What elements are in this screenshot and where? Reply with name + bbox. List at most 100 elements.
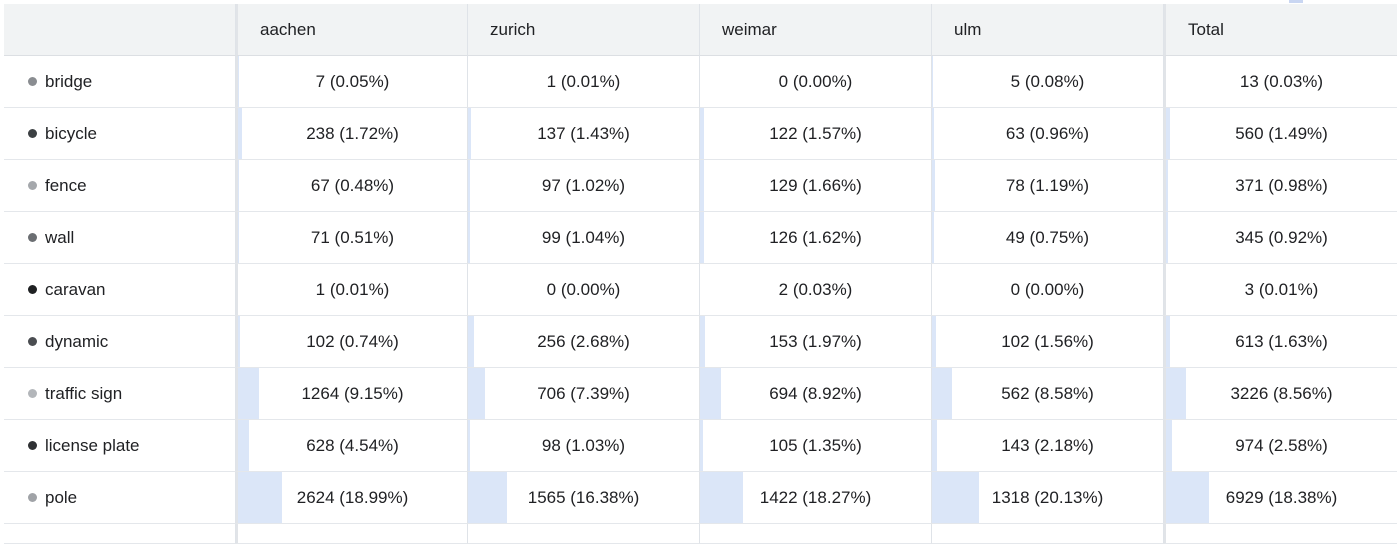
cell-value: 1264 (9.15%) <box>238 384 467 404</box>
value-cell-ulm: 1318 (20.13%) <box>932 472 1164 524</box>
cell-value: 0 (0.00%) <box>468 280 699 300</box>
cell-value: 102 (1.56%) <box>932 332 1163 352</box>
cell-value: 560 (1.49%) <box>1166 124 1397 144</box>
value-cell-ulm: 102 (1.56%) <box>932 316 1164 368</box>
class-color-dot-icon <box>28 233 37 242</box>
value-cell-total: 3226 (8.56%) <box>1164 368 1397 420</box>
value-cell-total: 345 (0.92%) <box>1164 212 1397 264</box>
value-cell-total: 560 (1.49%) <box>1164 108 1397 160</box>
scroll-indicator <box>1289 0 1303 3</box>
value-cell-aachen: 7 (0.05%) <box>236 56 468 108</box>
row-label: wall <box>45 228 74 248</box>
row-label: bicycle <box>45 124 97 144</box>
value-cell-ulm: 78 (1.19%) <box>932 160 1164 212</box>
cell-value: 99 (1.04%) <box>468 228 699 248</box>
cell-value: 143 (2.18%) <box>932 436 1163 456</box>
column-header-zurich[interactable]: zurich <box>468 4 700 56</box>
cell-value: 49 (0.75%) <box>932 228 1163 248</box>
cell-value: 1 (0.01%) <box>238 280 467 300</box>
cell-value: 67 (0.48%) <box>238 176 467 196</box>
table-row[interactable]: fence 67 (0.48%)97 (1.02%)129 (1.66%)78 (… <box>4 160 1397 212</box>
row-label-cell: bridge <box>4 56 236 108</box>
class-color-dot-icon <box>28 181 37 190</box>
cell-value: 3 (0.01%) <box>1166 280 1397 300</box>
value-cell-total: 613 (1.63%) <box>1164 316 1397 368</box>
row-label: dynamic <box>45 332 108 352</box>
value-cell-zurich: 98 (1.03%) <box>468 420 700 472</box>
column-header-ulm[interactable]: ulm <box>932 4 1164 56</box>
row-label: pole <box>45 488 77 508</box>
cell-value: 0 (0.00%) <box>932 280 1163 300</box>
class-color-dot-icon <box>28 337 37 346</box>
cell-value: 0 (0.00%) <box>700 72 931 92</box>
value-cell-aachen: 71 (0.51%) <box>236 212 468 264</box>
column-header-label: Total <box>1166 20 1224 40</box>
cell-value: 71 (0.51%) <box>238 228 467 248</box>
value-cell-ulm: 49 (0.75%) <box>932 212 1164 264</box>
value-cell-zurich: 706 (7.39%) <box>468 368 700 420</box>
value-cell-weimar: 129 (1.66%) <box>700 160 932 212</box>
value-cell-aachen: 628 (4.54%) <box>236 420 468 472</box>
value-cell-ulm: 63 (0.96%) <box>932 108 1164 160</box>
cell-value: 371 (0.98%) <box>1166 176 1397 196</box>
row-label: license plate <box>45 436 140 456</box>
cell-value: 694 (8.92%) <box>700 384 931 404</box>
class-color-dot-icon <box>28 129 37 138</box>
class-color-dot-icon <box>28 285 37 294</box>
header-corner-cell <box>4 4 236 56</box>
row-label: bridge <box>45 72 92 92</box>
value-cell-total: 3 (0.01%) <box>1164 264 1397 316</box>
value-cell-total: 371 (0.98%) <box>1164 160 1397 212</box>
row-label-cell: wall <box>4 212 236 264</box>
cell-value: 63 (0.96%) <box>932 124 1163 144</box>
class-color-dot-icon <box>28 389 37 398</box>
value-cell-weimar: 122 (1.57%) <box>700 108 932 160</box>
value-cell-ulm: 5 (0.08%) <box>932 56 1164 108</box>
cell-value: 137 (1.43%) <box>468 124 699 144</box>
column-header-aachen[interactable]: aachen <box>236 4 468 56</box>
table-row[interactable]: pole 2624 (18.99%)1565 (16.38%)1422 (18.2… <box>4 472 1397 524</box>
value-cell-aachen: 2624 (18.99%) <box>236 472 468 524</box>
row-label: fence <box>45 176 87 196</box>
value-cell-ulm: 143 (2.18%) <box>932 420 1164 472</box>
row-label: caravan <box>45 280 105 300</box>
cell-value: 345 (0.92%) <box>1166 228 1397 248</box>
cell-value: 1422 (18.27%) <box>700 488 931 508</box>
cell-value: 3226 (8.56%) <box>1166 384 1397 404</box>
column-header-label: ulm <box>932 20 981 40</box>
value-cell-zurich: 1565 (16.38%) <box>468 472 700 524</box>
value-cell-weimar: 1422 (18.27%) <box>700 472 932 524</box>
table-header-row: aachen zurich weimar ulm Total <box>4 4 1397 56</box>
cell-value: 628 (4.54%) <box>238 436 467 456</box>
cell-value: 122 (1.57%) <box>700 124 931 144</box>
value-cell-aachen: 67 (0.48%) <box>236 160 468 212</box>
value-cell-zurich: 256 (2.68%) <box>468 316 700 368</box>
cell-value: 97 (1.02%) <box>468 176 699 196</box>
value-cell-total: 13 (0.03%) <box>1164 56 1397 108</box>
column-header-label: weimar <box>700 20 777 40</box>
value-cell-total: 6929 (18.38%) <box>1164 472 1397 524</box>
table-row[interactable]: wall 71 (0.51%)99 (1.04%)126 (1.62%)49 (0… <box>4 212 1397 264</box>
cell-value: 13 (0.03%) <box>1166 72 1397 92</box>
cell-value: 974 (2.58%) <box>1166 436 1397 456</box>
cell-value: 153 (1.97%) <box>700 332 931 352</box>
class-distribution-table: aachen zurich weimar ulm Total bridge 7 (… <box>4 4 1397 544</box>
value-cell-weimar: 126 (1.62%) <box>700 212 932 264</box>
row-label-cell: pole <box>4 472 236 524</box>
column-header-weimar[interactable]: weimar <box>700 4 932 56</box>
row-label-cell: caravan <box>4 264 236 316</box>
column-header-total[interactable]: Total <box>1164 4 1397 56</box>
cell-value: 613 (1.63%) <box>1166 332 1397 352</box>
cell-value: 2 (0.03%) <box>700 280 931 300</box>
column-header-label: zurich <box>468 20 535 40</box>
cell-value: 256 (2.68%) <box>468 332 699 352</box>
value-cell-aachen: 1 (0.01%) <box>236 264 468 316</box>
value-cell-weimar: 153 (1.97%) <box>700 316 932 368</box>
